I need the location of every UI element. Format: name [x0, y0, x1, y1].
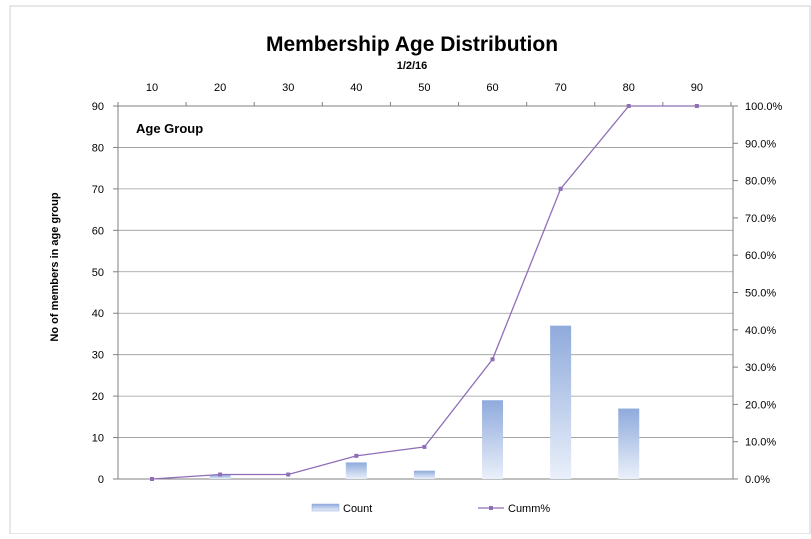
y2-tick-label: 70.0% [745, 213, 776, 225]
axes [113, 102, 738, 480]
x-tick-label: 30 [282, 82, 294, 94]
line-point [422, 444, 427, 449]
gridlines [118, 105, 733, 438]
y2-tick-label: 30.0% [745, 362, 776, 374]
legend-swatch-count [311, 503, 340, 512]
tick-labels: 0 10 20 30 40 50 60 70 80 90 0.0% 10.0% 20.0% 30.0% 40… [92, 82, 783, 486]
x-tick-label: 80 [623, 82, 635, 94]
y-tick-label: 40 [92, 308, 104, 320]
x-tick-label: 20 [214, 82, 226, 94]
bar [550, 325, 572, 479]
line-point [558, 186, 563, 191]
y2-tick-label: 100.0% [745, 101, 783, 113]
y2-tick-label: 60.0% [745, 250, 776, 262]
line-series [150, 104, 699, 481]
line-point [626, 104, 631, 108]
bar-series [209, 325, 640, 479]
x-tick-label: 60 [486, 82, 498, 94]
y2-tick-label: 80.0% [745, 176, 776, 188]
bar [482, 400, 504, 479]
bar [618, 408, 640, 479]
y-tick-label: 60 [92, 225, 104, 237]
x-tick-label: 10 [146, 82, 158, 94]
line-point [286, 472, 291, 477]
y2-tick-label: 0.0% [745, 474, 770, 486]
cumm-line [151, 105, 697, 480]
line-point [354, 453, 359, 458]
legend: Count Cumm% [311, 503, 550, 515]
y-tick-label: 20 [92, 391, 104, 403]
plot-label: Age Group [136, 121, 203, 136]
y2-tick-label: 40.0% [745, 325, 776, 337]
y-tick-label: 10 [92, 433, 104, 445]
x-tick-label: 40 [350, 82, 362, 94]
y-tick-label: 70 [92, 184, 104, 196]
line-point [490, 357, 495, 362]
legend-marker-cumm [489, 506, 493, 510]
y-tick-label: 90 [92, 101, 104, 113]
y-tick-label: 50 [92, 267, 104, 279]
legend-label-count: Count [343, 503, 372, 515]
y-axis-label: No of members in age group [49, 192, 61, 341]
chart-subtitle: 1/2/16 [397, 60, 428, 72]
bar [345, 462, 367, 479]
bar [209, 474, 231, 479]
y2-tick-label: 90.0% [745, 138, 776, 150]
y2-tick-label: 10.0% [745, 437, 776, 449]
chart-title: Membership Age Distribution [266, 33, 558, 56]
y-tick-label: 80 [92, 142, 104, 154]
y-tick-label: 30 [92, 350, 104, 362]
line-point [694, 104, 699, 108]
bar [413, 470, 435, 479]
x-tick-label: 90 [691, 82, 703, 94]
x-tick-label: 70 [555, 82, 567, 94]
y2-tick-label: 20.0% [745, 399, 776, 411]
line-point [150, 477, 154, 481]
y2-tick-label: 50.0% [745, 288, 776, 300]
y-tick-label: 0 [98, 474, 104, 486]
x-tick-label: 50 [418, 82, 430, 94]
line-point [218, 472, 223, 477]
legend-label-cumm: Cumm% [508, 503, 550, 515]
